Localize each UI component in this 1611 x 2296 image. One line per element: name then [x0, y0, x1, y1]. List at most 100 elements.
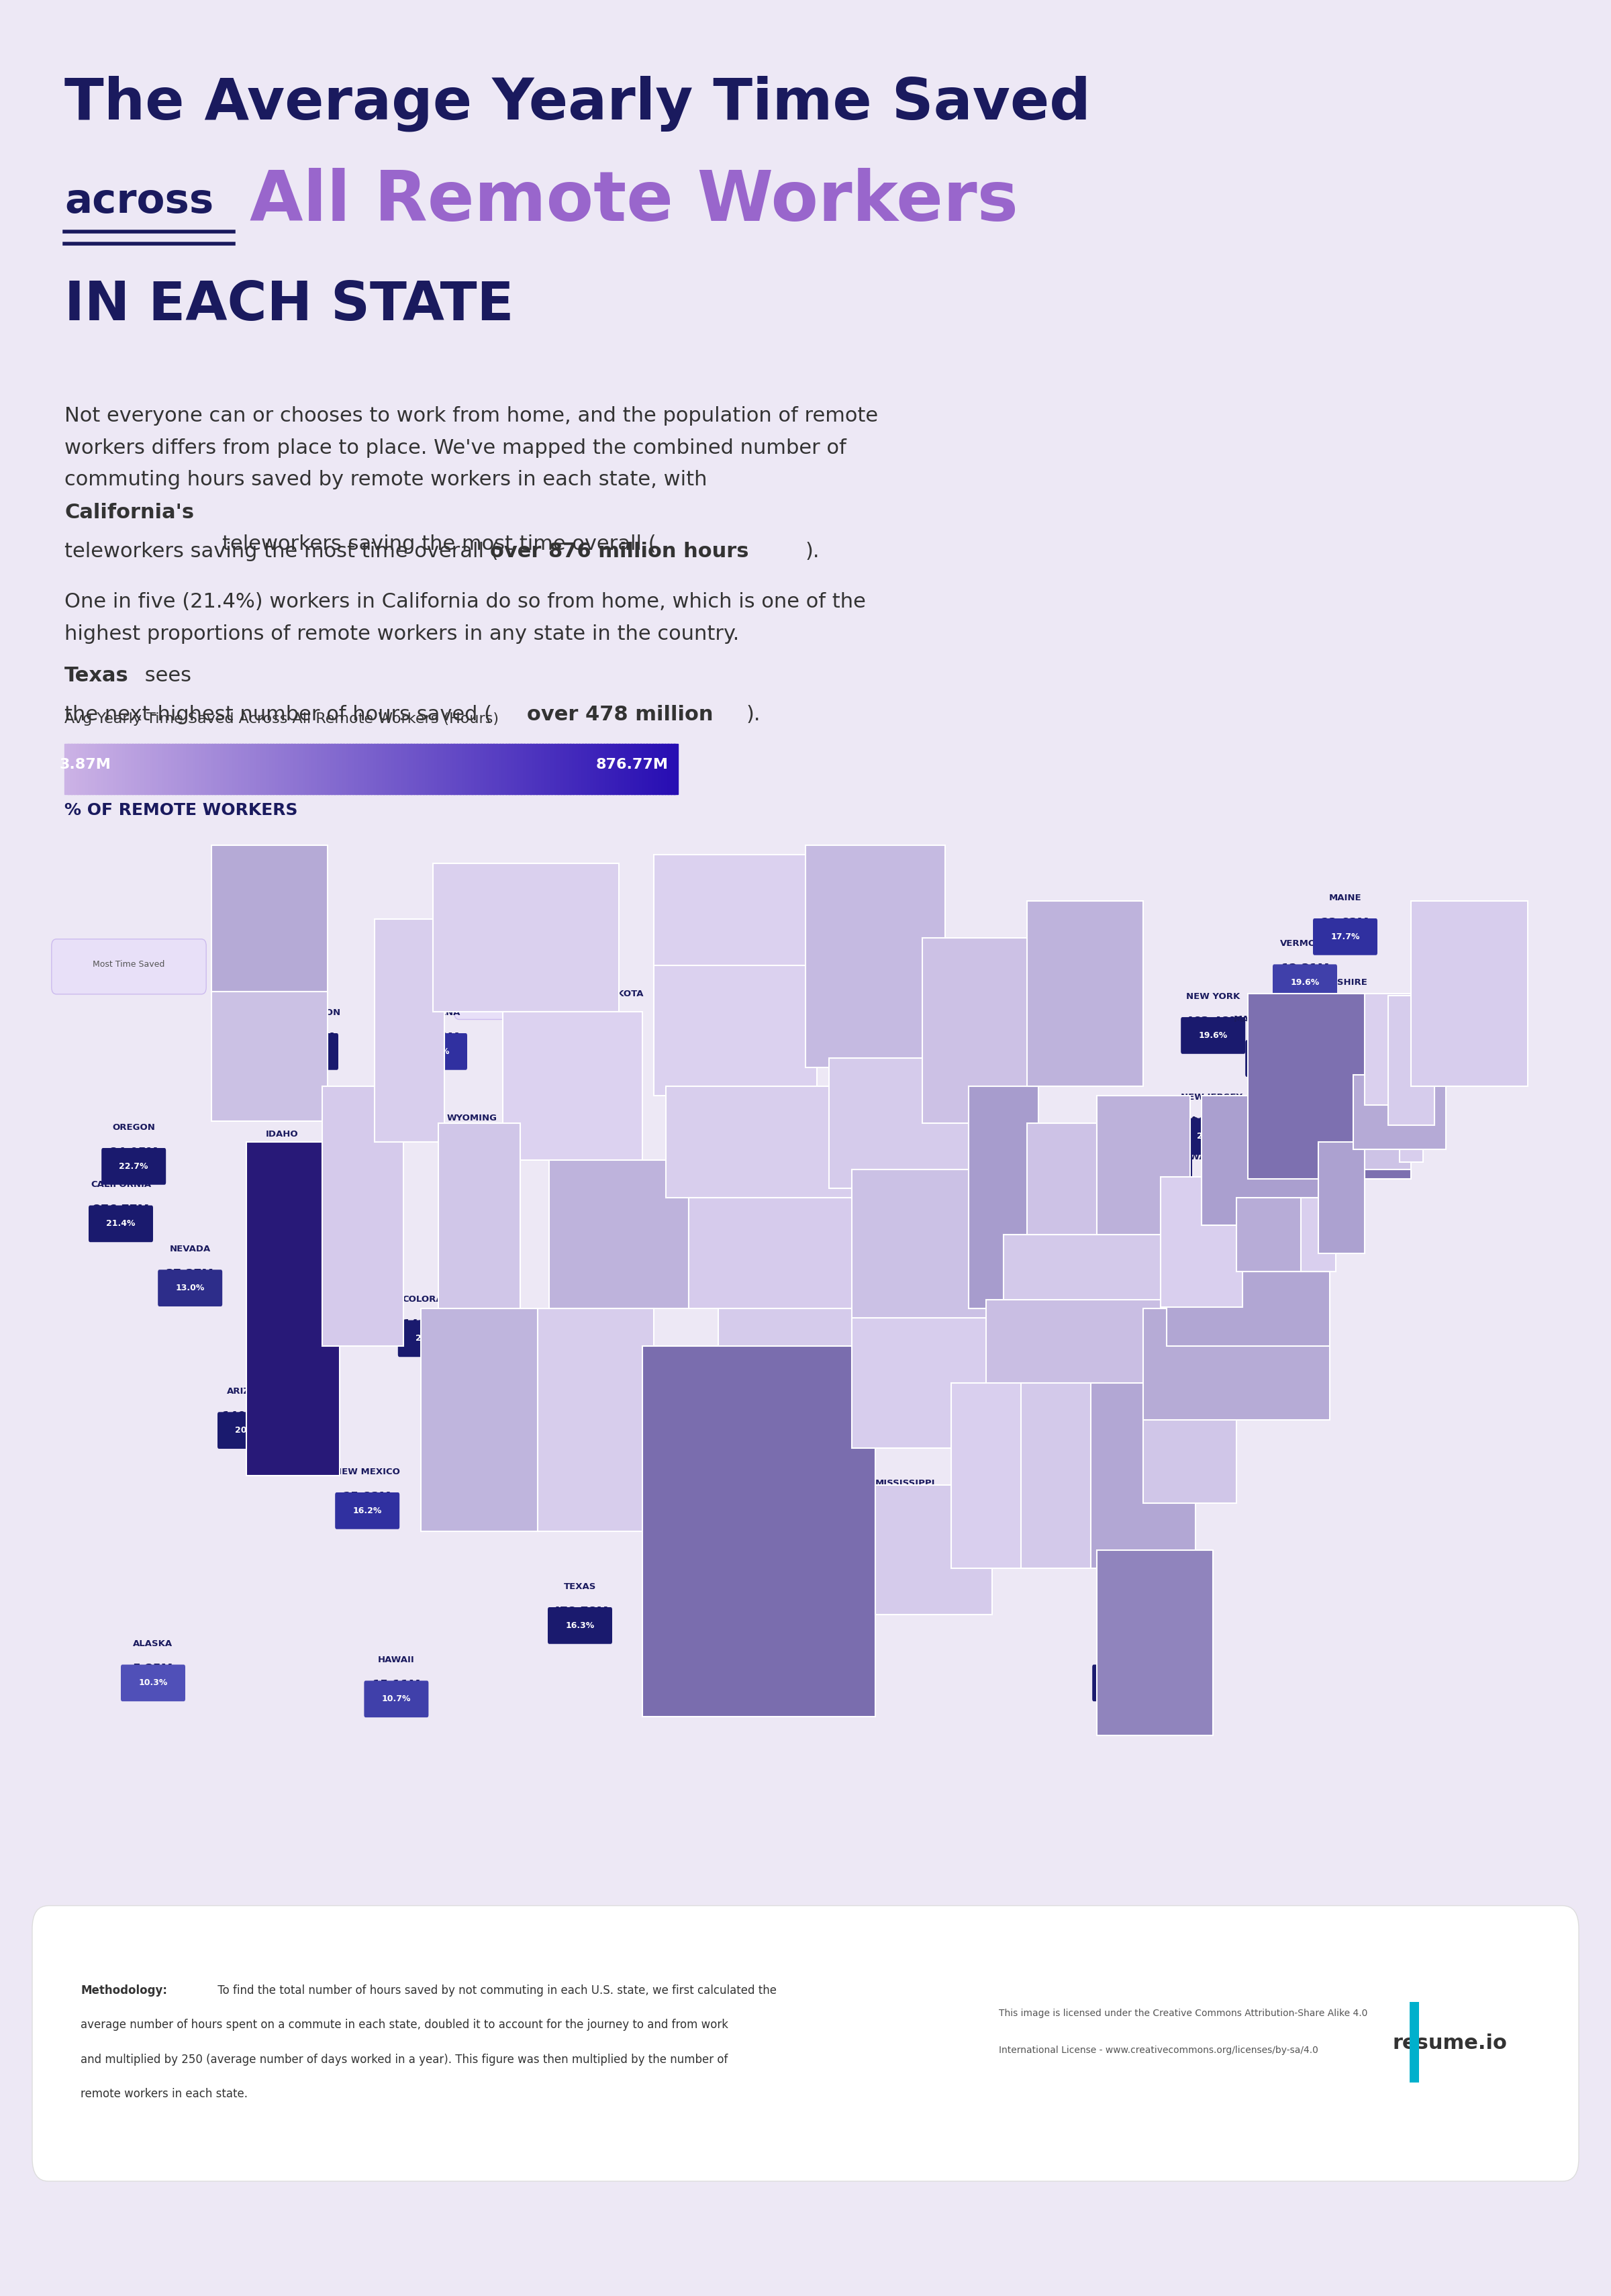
Text: ).: ). — [806, 542, 820, 560]
Bar — [619, 744, 623, 794]
Text: across: across — [64, 181, 214, 223]
Text: and multiplied by 250 (average number of days worked in a year). This figure was: and multiplied by 250 (average number of… — [81, 2053, 728, 2066]
Bar — [1026, 900, 1144, 1086]
Text: 18.2%: 18.2% — [1025, 1529, 1054, 1538]
Bar — [921, 937, 1039, 1123]
Text: RHODE ISLAND: RHODE ISLAND — [1260, 1084, 1337, 1093]
Bar — [135, 744, 140, 794]
Text: 10.2%: 10.2% — [1076, 1226, 1105, 1235]
Text: 8.4%: 8.4% — [775, 1568, 797, 1577]
Bar — [153, 744, 158, 794]
Bar — [322, 744, 327, 794]
Bar — [438, 744, 443, 794]
Bar — [496, 744, 501, 794]
Text: OHIO: OHIO — [1008, 1137, 1034, 1146]
Bar — [288, 744, 293, 794]
Text: NEW MEXICO: NEW MEXICO — [335, 1467, 400, 1476]
Bar — [391, 744, 396, 794]
Text: WASHINGTON: WASHINGTON — [272, 1008, 340, 1017]
Bar — [1026, 1123, 1097, 1272]
FancyBboxPatch shape — [158, 1270, 222, 1306]
Bar — [472, 744, 477, 794]
Bar — [85, 744, 90, 794]
Bar — [208, 744, 213, 794]
Bar — [377, 744, 382, 794]
Bar — [203, 744, 206, 794]
Text: 19.30M: 19.30M — [1274, 1107, 1323, 1120]
Bar — [661, 744, 665, 794]
Text: remote workers in each state.: remote workers in each state. — [81, 2087, 248, 2101]
Bar — [211, 845, 329, 994]
Text: 19.5%: 19.5% — [1234, 1166, 1263, 1176]
Text: 147.11M: 147.11M — [931, 1054, 989, 1068]
Bar — [172, 744, 176, 794]
Text: 204.57M: 204.57M — [1010, 1513, 1068, 1527]
Bar — [337, 744, 342, 794]
Text: WISCONSIN: WISCONSIN — [833, 1042, 891, 1052]
Bar — [358, 744, 362, 794]
Bar — [1411, 900, 1527, 1086]
Text: 191.58M: 191.58M — [1249, 1038, 1307, 1052]
Bar — [549, 1159, 690, 1309]
Bar — [197, 744, 201, 794]
Text: 93.79M: 93.79M — [983, 1378, 1031, 1391]
Text: California's: California's — [64, 503, 193, 521]
Bar — [266, 744, 271, 794]
Bar — [425, 744, 430, 794]
Bar — [665, 1086, 852, 1199]
FancyBboxPatch shape — [1112, 1486, 1176, 1522]
Text: 22.7%: 22.7% — [119, 1162, 148, 1171]
Text: 370.43M: 370.43M — [1095, 1662, 1153, 1676]
Text: 478.78M: 478.78M — [551, 1605, 609, 1619]
Bar — [110, 744, 114, 794]
Text: 13.8%: 13.8% — [593, 1320, 622, 1329]
Text: 463.48M: 463.48M — [1184, 1015, 1242, 1029]
Text: 14.7%: 14.7% — [772, 1274, 801, 1283]
Bar — [414, 744, 419, 794]
Text: over 876 million hours: over 876 million hours — [490, 542, 749, 560]
Bar — [719, 1309, 892, 1419]
FancyBboxPatch shape — [1273, 964, 1337, 1001]
Bar — [469, 744, 474, 794]
Bar — [306, 744, 311, 794]
Text: Most Time Saved: Most Time Saved — [93, 960, 164, 969]
Bar — [490, 744, 495, 794]
Text: MISSISSIPPI: MISSISSIPPI — [875, 1479, 936, 1488]
Bar — [272, 744, 277, 794]
Bar — [163, 744, 168, 794]
Bar — [346, 744, 351, 794]
Bar — [432, 744, 437, 794]
Bar — [190, 744, 195, 794]
Bar — [330, 744, 335, 794]
Text: 73.88M: 73.88M — [1224, 1150, 1273, 1164]
Text: 15.95M: 15.95M — [881, 1502, 930, 1515]
Bar — [313, 744, 317, 794]
Text: teleworkers saving the most time overall (: teleworkers saving the most time overall… — [64, 542, 498, 560]
Bar — [477, 744, 482, 794]
Text: 16.3%: 16.3% — [565, 1621, 594, 1630]
FancyBboxPatch shape — [89, 1205, 153, 1242]
Bar — [524, 744, 528, 794]
Text: CONNECTICUT: CONNECTICUT — [1213, 1127, 1284, 1137]
Bar — [214, 744, 219, 794]
FancyBboxPatch shape — [1116, 1263, 1181, 1300]
Bar — [132, 744, 137, 794]
Text: Not everyone can or chooses to work from home, and the population of remote
work: Not everyone can or chooses to work from… — [64, 406, 878, 489]
FancyBboxPatch shape — [1292, 1003, 1356, 1040]
Bar — [527, 744, 532, 794]
Bar — [279, 744, 284, 794]
Bar — [255, 744, 259, 794]
FancyBboxPatch shape — [548, 1607, 612, 1644]
Bar — [211, 992, 329, 1120]
Bar — [570, 744, 574, 794]
Text: 14.0%: 14.0% — [992, 1394, 1021, 1403]
Text: ALASKA: ALASKA — [134, 1639, 172, 1649]
Text: MISSOURI: MISSOURI — [762, 1235, 810, 1244]
Bar — [875, 1486, 992, 1614]
Text: sees: sees — [139, 666, 192, 684]
Bar — [509, 744, 512, 794]
Bar — [316, 744, 321, 794]
Text: 20.7%: 20.7% — [235, 1426, 264, 1435]
Bar — [567, 744, 570, 794]
Text: 32.27M: 32.27M — [583, 1304, 632, 1318]
